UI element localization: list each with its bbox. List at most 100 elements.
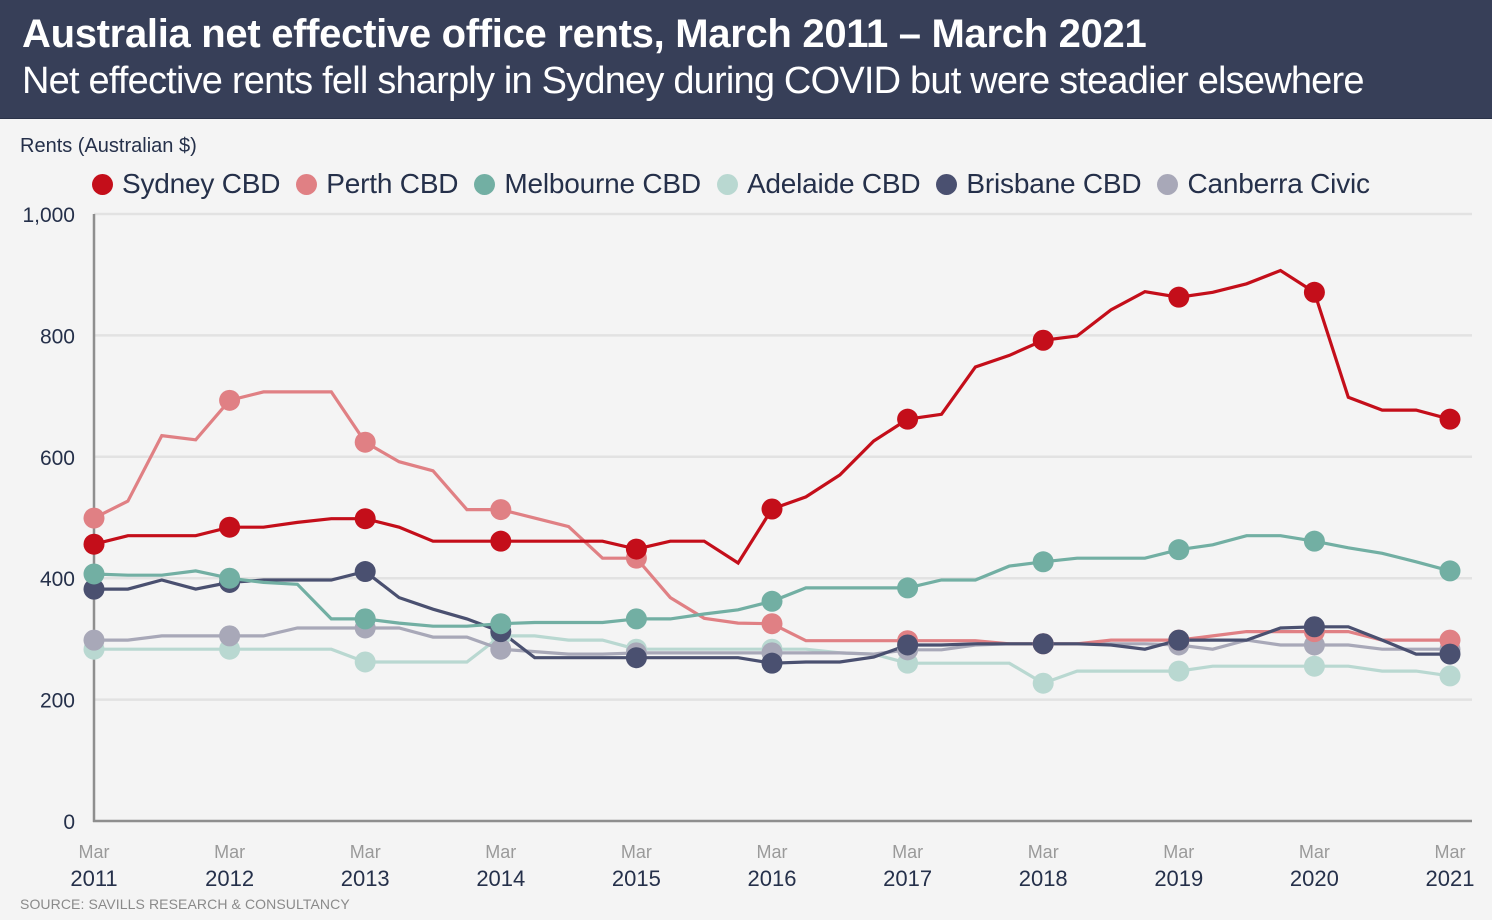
data-point-brisbane-cbd bbox=[1303, 616, 1325, 638]
chart-legend: Sydney CBD Perth CBD Melbourne CBD Adelaide… bbox=[92, 168, 1386, 200]
data-point-sydney-cbd bbox=[625, 538, 647, 560]
legend-item: Sydney CBD bbox=[92, 168, 280, 200]
data-point-melbourne-cbd bbox=[1439, 560, 1461, 582]
data-point-melbourne-cbd bbox=[761, 590, 783, 612]
y-tick-label: 1,000 bbox=[22, 204, 75, 227]
x-tick-year-label: 2020 bbox=[1290, 866, 1339, 891]
data-point-brisbane-cbd bbox=[625, 647, 647, 669]
data-point-perth-cbd bbox=[490, 499, 512, 521]
series-markers bbox=[83, 281, 1461, 694]
data-point-perth-cbd bbox=[761, 613, 783, 635]
data-point-canberra-civic bbox=[490, 638, 512, 660]
data-point-melbourne-cbd bbox=[490, 613, 512, 635]
data-point-canberra-civic bbox=[83, 629, 105, 651]
data-point-melbourne-cbd bbox=[1168, 539, 1190, 561]
data-point-brisbane-cbd bbox=[1032, 633, 1054, 655]
data-point-melbourne-cbd bbox=[625, 608, 647, 630]
data-point-sydney-cbd bbox=[761, 498, 783, 520]
x-tick-year-label: 2011 bbox=[70, 866, 117, 891]
x-tick-year-label: 2021 bbox=[1426, 866, 1475, 891]
legend-marker-icon bbox=[92, 173, 113, 195]
y-tick-label: 200 bbox=[40, 690, 75, 713]
x-tick-year-label: 2017 bbox=[883, 866, 932, 891]
data-point-melbourne-cbd bbox=[219, 567, 241, 589]
data-point-sydney-cbd bbox=[1303, 281, 1325, 303]
x-tick-month-label: Mar bbox=[621, 842, 652, 862]
legend-marker-icon bbox=[936, 173, 958, 195]
x-tick-month-label: Mar bbox=[1163, 842, 1194, 862]
legend-item: Adelaide CBD bbox=[716, 168, 921, 200]
x-tick-month-label: Mar bbox=[1028, 842, 1059, 862]
data-point-sydney-cbd bbox=[897, 408, 919, 430]
legend-marker-icon bbox=[296, 173, 318, 195]
legend-label: Brisbane CBD bbox=[966, 168, 1142, 199]
y-tick-label: 800 bbox=[40, 325, 75, 348]
data-point-brisbane-cbd bbox=[761, 652, 783, 674]
x-tick-month-label: Mar bbox=[79, 842, 110, 862]
chart-title: Australia net effective office rents, Ma… bbox=[22, 12, 1147, 56]
data-point-sydney-cbd bbox=[490, 530, 512, 552]
legend-label: Melbourne CBD bbox=[504, 168, 701, 199]
data-point-brisbane-cbd bbox=[1439, 643, 1461, 665]
data-point-perth-cbd bbox=[219, 389, 241, 411]
data-point-adelaide-cbd bbox=[1032, 672, 1054, 694]
chart-header: Australia net effective office rents, Ma… bbox=[0, 0, 1492, 119]
data-point-perth-cbd bbox=[354, 431, 376, 453]
source-note: SOURCE: SAVILLS RESEARCH & CONSULTANCY bbox=[20, 896, 350, 912]
data-point-sydney-cbd bbox=[83, 533, 105, 555]
x-tick-year-label: 2012 bbox=[205, 866, 254, 891]
legend-marker-icon bbox=[1157, 173, 1179, 195]
x-tick-year-label: 2018 bbox=[1019, 866, 1068, 891]
data-point-melbourne-cbd bbox=[1032, 551, 1054, 573]
x-tick-month-label: Mar bbox=[350, 842, 381, 862]
data-point-melbourne-cbd bbox=[83, 563, 105, 585]
data-point-adelaide-cbd bbox=[1303, 655, 1325, 677]
y-axis-label: Rents (Australian $) bbox=[20, 135, 197, 157]
legend-marker-icon bbox=[716, 173, 738, 195]
data-point-brisbane-cbd bbox=[354, 561, 376, 583]
x-tick-year-label: 2015 bbox=[612, 866, 661, 891]
legend-item: Canberra Civic bbox=[1157, 168, 1370, 200]
x-tick-year-label: 2019 bbox=[1154, 866, 1203, 891]
data-point-sydney-cbd bbox=[219, 516, 241, 538]
legend-label: Perth CBD bbox=[326, 168, 459, 199]
y-tick-label: 600 bbox=[40, 447, 75, 470]
y-axis-ticks: 0 200 400 600 800 1,000 bbox=[22, 204, 75, 834]
y-tick-label: 0 bbox=[63, 811, 75, 834]
data-point-sydney-cbd bbox=[1168, 286, 1190, 308]
x-tick-month-label: Mar bbox=[1435, 842, 1466, 862]
x-tick-year-label: 2016 bbox=[748, 866, 797, 891]
data-point-adelaide-cbd bbox=[1439, 665, 1461, 687]
legend-marker-icon bbox=[474, 173, 496, 195]
x-tick-month-label: Mar bbox=[485, 842, 516, 862]
axes bbox=[92, 214, 1472, 823]
chart-subtitle: Net effective rents fell sharply in Sydn… bbox=[22, 60, 1365, 102]
y-tick-label: 400 bbox=[40, 568, 75, 591]
data-point-canberra-civic bbox=[219, 625, 241, 647]
x-axis-ticks: Mar 2011 Mar 2012 Mar 2013 Mar 2014 Mar 2015 Mar 20… bbox=[70, 842, 1474, 891]
data-point-melbourne-cbd bbox=[354, 608, 376, 630]
data-point-melbourne-cbd bbox=[1303, 530, 1325, 552]
gridlines bbox=[94, 212, 1472, 701]
x-tick-month-label: Mar bbox=[1299, 842, 1330, 862]
legend-label: Sydney CBD bbox=[122, 168, 281, 199]
data-point-melbourne-cbd bbox=[897, 577, 919, 599]
legend-item: Melbourne CBD bbox=[474, 168, 701, 200]
data-point-brisbane-cbd bbox=[83, 578, 105, 600]
x-tick-year-label: 2013 bbox=[341, 866, 390, 891]
data-point-sydney-cbd bbox=[354, 508, 376, 530]
data-point-adelaide-cbd bbox=[354, 651, 376, 673]
data-point-adelaide-cbd bbox=[1168, 660, 1190, 682]
legend-item: Brisbane CBD bbox=[936, 168, 1142, 200]
x-tick-month-label: Mar bbox=[892, 842, 923, 862]
data-point-sydney-cbd bbox=[1439, 408, 1461, 430]
x-tick-month-label: Mar bbox=[757, 842, 788, 862]
legend-label: Adelaide CBD bbox=[746, 168, 921, 199]
data-point-brisbane-cbd bbox=[1168, 629, 1190, 651]
x-tick-month-label: Mar bbox=[214, 842, 245, 862]
data-point-brisbane-cbd bbox=[897, 634, 919, 656]
data-point-sydney-cbd bbox=[1032, 329, 1054, 351]
legend-item: Perth CBD bbox=[296, 168, 459, 200]
legend-label: Canberra Civic bbox=[1187, 168, 1370, 199]
